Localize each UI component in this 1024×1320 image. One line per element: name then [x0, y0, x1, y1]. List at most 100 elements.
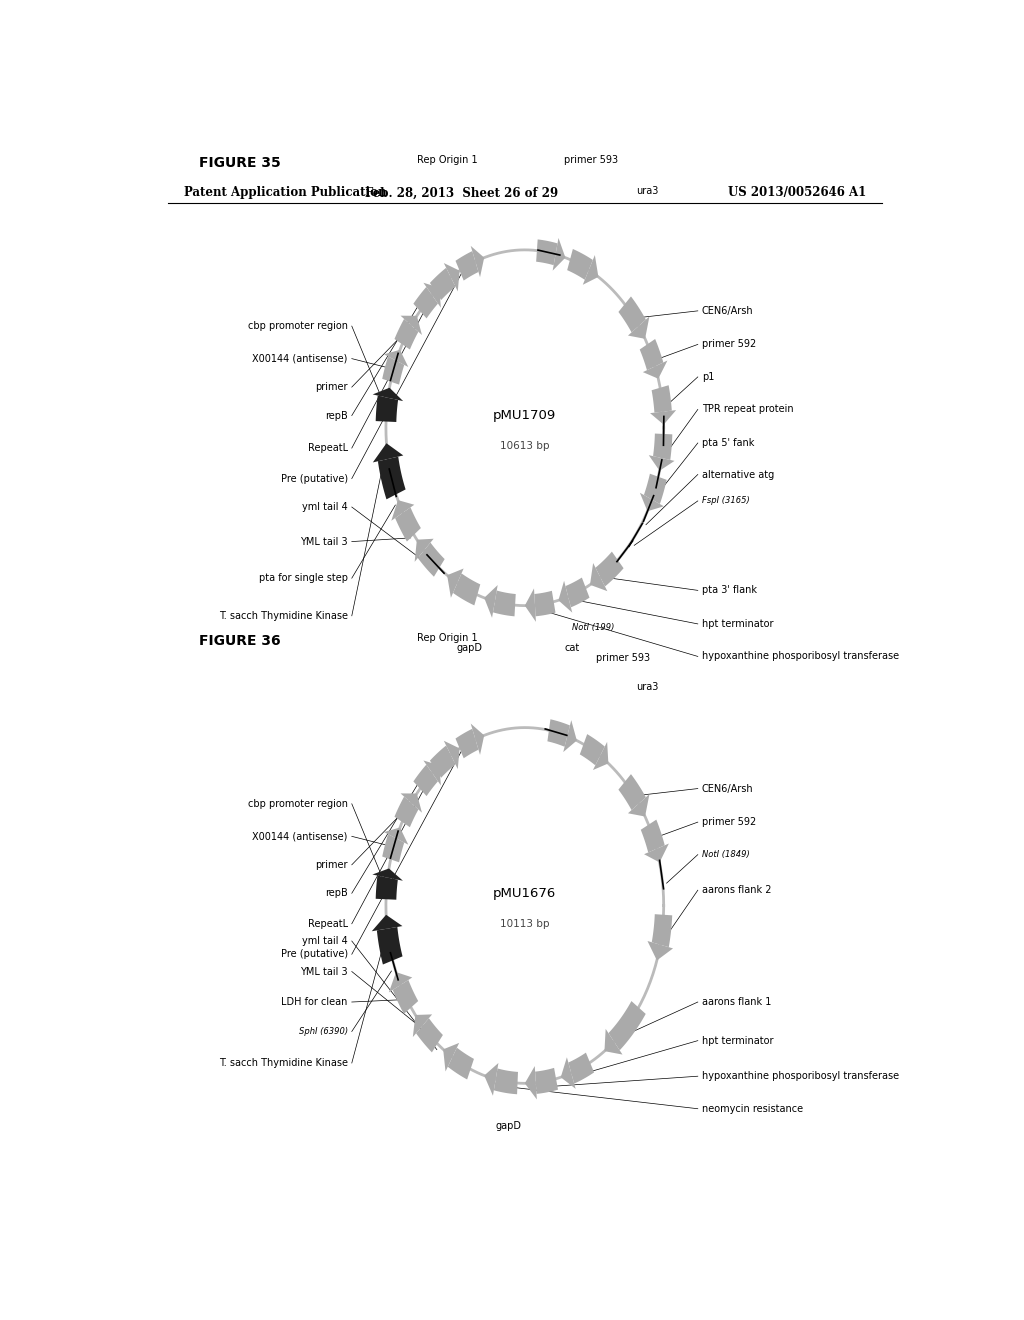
- Polygon shape: [471, 723, 484, 755]
- Text: CEN6/Arsh: CEN6/Arsh: [701, 784, 754, 793]
- Polygon shape: [415, 539, 433, 562]
- Text: 10613 bp: 10613 bp: [500, 441, 550, 451]
- Polygon shape: [524, 1067, 537, 1100]
- Polygon shape: [395, 507, 421, 541]
- Text: TPR repeat protein: TPR repeat protein: [701, 404, 794, 414]
- Text: T. sacch Thymidine Kinase: T. sacch Thymidine Kinase: [219, 1059, 348, 1068]
- Text: Pre (putative): Pre (putative): [281, 474, 348, 483]
- Polygon shape: [384, 828, 409, 845]
- Text: primer 593: primer 593: [564, 156, 618, 165]
- Polygon shape: [651, 915, 672, 948]
- Polygon shape: [583, 255, 598, 285]
- Text: p1: p1: [701, 372, 714, 381]
- Text: pMU1676: pMU1676: [494, 887, 556, 900]
- Polygon shape: [580, 734, 605, 766]
- Text: primer 593: primer 593: [596, 653, 650, 664]
- Polygon shape: [447, 569, 464, 598]
- Polygon shape: [378, 457, 406, 499]
- Polygon shape: [456, 251, 478, 281]
- Polygon shape: [443, 263, 460, 292]
- Polygon shape: [561, 1057, 575, 1089]
- Polygon shape: [653, 433, 673, 459]
- Text: hpt terminator: hpt terminator: [701, 1036, 773, 1045]
- Polygon shape: [565, 578, 590, 607]
- Polygon shape: [393, 979, 418, 1014]
- Text: Rep Origin 1: Rep Origin 1: [417, 156, 477, 165]
- Polygon shape: [430, 268, 456, 300]
- Polygon shape: [373, 388, 403, 401]
- Polygon shape: [394, 796, 419, 828]
- Polygon shape: [593, 742, 608, 770]
- Text: cbp promoter region: cbp promoter region: [248, 321, 348, 331]
- Text: T. sacch Thymidine Kinase: T. sacch Thymidine Kinase: [219, 611, 348, 620]
- Polygon shape: [563, 721, 577, 752]
- Text: Rep Origin 1: Rep Origin 1: [417, 634, 477, 643]
- Polygon shape: [640, 339, 664, 370]
- Text: primer: primer: [315, 859, 348, 870]
- Text: aarons flank 2: aarons flank 2: [701, 886, 771, 895]
- Polygon shape: [414, 286, 438, 318]
- Polygon shape: [537, 239, 557, 265]
- Text: YML tail 3: YML tail 3: [300, 966, 348, 977]
- Polygon shape: [643, 360, 668, 379]
- Text: ura3: ura3: [636, 682, 658, 692]
- Polygon shape: [453, 573, 480, 606]
- Polygon shape: [430, 746, 456, 777]
- Polygon shape: [641, 820, 665, 853]
- Text: X00144 (antisense): X00144 (antisense): [253, 354, 348, 363]
- Polygon shape: [567, 249, 593, 280]
- Text: hypoxanthine phosporibosyl transferase: hypoxanthine phosporibosyl transferase: [701, 1072, 899, 1081]
- Polygon shape: [484, 1063, 499, 1096]
- Polygon shape: [548, 719, 570, 747]
- Text: hypoxanthine phosporibosyl transferase: hypoxanthine phosporibosyl transferase: [701, 652, 899, 661]
- Polygon shape: [628, 795, 649, 817]
- Text: neomycin resistance: neomycin resistance: [701, 1104, 803, 1114]
- Polygon shape: [494, 1068, 518, 1094]
- Polygon shape: [650, 411, 676, 425]
- Text: RepeatL: RepeatL: [307, 919, 348, 929]
- Text: yml tail 4: yml tail 4: [302, 936, 348, 946]
- Polygon shape: [553, 238, 565, 271]
- Text: Pre (putative): Pre (putative): [281, 949, 348, 960]
- Polygon shape: [382, 356, 404, 384]
- Polygon shape: [604, 1028, 623, 1055]
- Polygon shape: [628, 317, 649, 339]
- Polygon shape: [590, 564, 607, 591]
- Polygon shape: [400, 793, 422, 813]
- Text: 10113 bp: 10113 bp: [500, 919, 550, 929]
- Text: Patent Application Publication: Patent Application Publication: [183, 186, 386, 199]
- Polygon shape: [568, 1052, 594, 1084]
- Text: hpt terminator: hpt terminator: [701, 619, 773, 628]
- Polygon shape: [447, 1048, 474, 1080]
- Polygon shape: [377, 927, 402, 965]
- Polygon shape: [372, 915, 402, 931]
- Polygon shape: [535, 591, 555, 616]
- Text: FspI (3165): FspI (3165): [701, 496, 750, 506]
- Polygon shape: [618, 774, 646, 810]
- Text: cbp promoter region: cbp promoter region: [248, 799, 348, 809]
- Text: X00144 (antisense): X00144 (antisense): [253, 832, 348, 841]
- Text: pta 3' flank: pta 3' flank: [701, 585, 757, 595]
- Text: YML tail 3: YML tail 3: [300, 537, 348, 546]
- Text: cat: cat: [565, 643, 580, 653]
- Polygon shape: [373, 444, 403, 462]
- Text: NotI (1849): NotI (1849): [701, 850, 750, 859]
- Polygon shape: [471, 246, 484, 277]
- Polygon shape: [443, 1043, 459, 1072]
- Polygon shape: [484, 585, 498, 618]
- Text: gapD: gapD: [496, 1121, 522, 1131]
- Text: pta for single step: pta for single step: [259, 573, 348, 583]
- Text: alternative atg: alternative atg: [701, 470, 774, 479]
- Polygon shape: [416, 1018, 443, 1052]
- Text: CEN6/Arsh: CEN6/Arsh: [701, 306, 754, 315]
- Polygon shape: [647, 941, 673, 961]
- Polygon shape: [524, 589, 536, 622]
- Text: aarons flank 1: aarons flank 1: [701, 997, 771, 1007]
- Polygon shape: [608, 1001, 646, 1051]
- Polygon shape: [414, 764, 438, 796]
- Polygon shape: [558, 581, 572, 612]
- Polygon shape: [376, 875, 397, 900]
- Polygon shape: [536, 1068, 558, 1094]
- Text: US 2013/0052646 A1: US 2013/0052646 A1: [728, 186, 866, 199]
- Polygon shape: [644, 474, 667, 504]
